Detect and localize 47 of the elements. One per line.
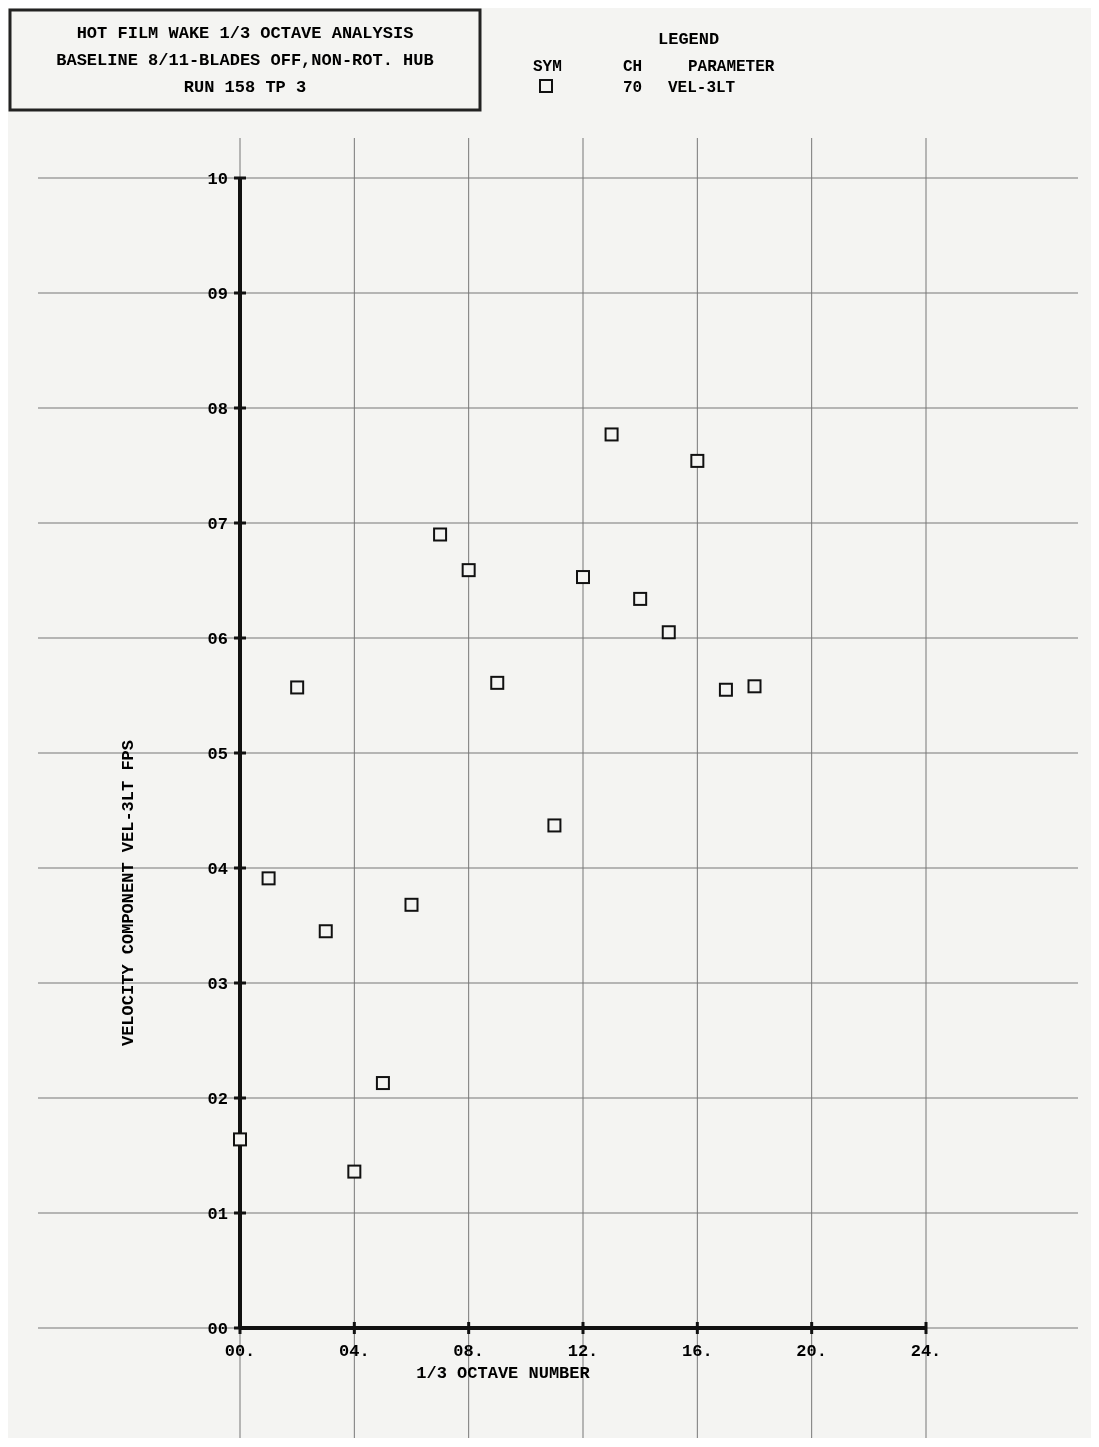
point [576,570,590,585]
text: SYM [533,58,562,76]
y-tick-label: 01 [207,1205,228,1224]
point [547,818,562,833]
point [261,871,276,886]
point [347,1164,362,1179]
x-tick-label: 04. [339,1342,370,1361]
point [661,625,676,640]
x-tick-label: 24. [910,1342,942,1361]
y-tick-label: 07 [207,515,228,534]
point [747,679,762,694]
y-tick-label: 03 [207,975,228,994]
legend-title: LEGEND [658,30,720,49]
point [461,563,476,578]
x-tick-label: 16. [682,1342,713,1361]
point [490,675,505,690]
text: CH [623,58,643,76]
point [633,591,648,606]
text: VEL-3LT [668,79,736,97]
point [233,1132,247,1147]
point [718,682,733,697]
x-tick-label: 08. [453,1342,484,1361]
y-tick-label: 08 [207,400,228,419]
point [318,924,333,939]
y-tick-label: 04 [207,860,228,879]
x-axis-title: 1/3 OCTAVE NUMBER [416,1364,591,1383]
x-tick-label: 00. [224,1342,256,1361]
y-tick-label: 09 [207,285,228,304]
point [604,427,619,442]
chart-title: HOT FILM WAKE 1/3 OCTAVE ANALYSIS [76,24,414,43]
point [433,527,448,542]
y-axis-title: VELOCITY COMPONENT VEL-3LT FPS [119,739,138,1047]
text: RUN 158 TP 3 [183,78,307,97]
point [290,680,305,695]
point [690,453,705,468]
y-tick-label: 06 [207,630,228,649]
y-tick-label: 05 [207,745,228,764]
point [375,1076,390,1091]
y-tick-label: 10 [207,170,228,189]
point [404,897,419,912]
text: PARAMETER [688,58,775,76]
x-tick-label: 20. [796,1342,827,1361]
text: 70 [623,79,643,97]
y-tick-label: 02 [207,1090,228,1109]
x-tick-label: 12. [567,1342,599,1361]
chart-subtitle: BASELINE 8/11-BLADES OFF,NON-ROT. HUB [56,51,434,70]
y-tick-label: 00 [207,1320,228,1339]
